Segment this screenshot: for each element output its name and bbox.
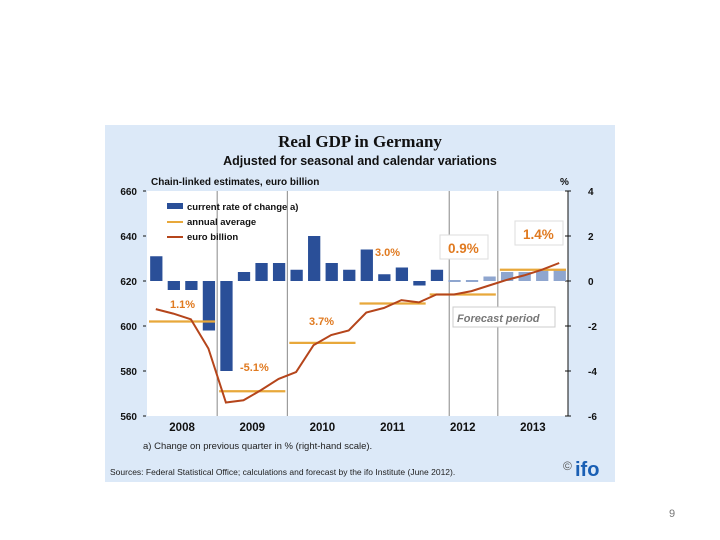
bar-2010Q1 [290,269,303,281]
legend: current rate of change a) annual average… [167,202,298,243]
bar-2010Q3 [325,263,338,281]
bar-2013Q1 [500,272,514,281]
annotation-2008: 1.1% [170,299,195,311]
right-tick-label: 0 [588,277,594,288]
left-tick-label: 660 [120,187,137,198]
legend-label-rate: current rate of change a) [187,202,298,213]
bar-2013Q3 [536,269,549,281]
legend-label-gdp: euro billion [187,232,238,243]
bar-2008Q1 [150,256,163,281]
left-axis-label: Chain-linked estimates, euro billion [151,177,319,188]
bar-2009Q2 [237,272,251,281]
forecast-label-box [452,306,556,328]
legend-swatch-bar [167,203,183,209]
annotation-2010: 3.7% [309,316,334,328]
annotation-2011: 3.0% [375,247,400,259]
bar-2010Q2 [308,236,321,281]
annotation-box-2012 [439,234,489,260]
chart-panel: Real GDP in Germany Adjusted for seasona… [105,125,615,482]
left-tick-label: 580 [120,367,137,378]
right-tick-label: -4 [588,367,597,378]
left-tick-label: 560 [120,412,137,423]
bar-2009Q3 [255,263,268,281]
bar-2011Q1 [360,249,373,281]
page-number: 9 [669,508,676,520]
right-tick-label: -6 [588,412,597,423]
forecast-label: Forecast period [457,313,540,325]
year-label-2011: 2011 [380,422,406,434]
year-label-2013: 2013 [520,422,546,434]
year-label-2012: 2012 [450,422,476,434]
right-tick-label: 2 [588,232,594,243]
gdp-line [155,262,560,404]
bar-2011Q3 [395,267,409,281]
bar-2009Q1 [220,281,233,371]
year-label-2008: 2008 [169,422,195,434]
chart-title: Real GDP in Germany [278,132,442,151]
bar-2008Q3 [185,281,198,290]
bar-2010Q4 [343,269,356,281]
bar-2012Q3 [465,280,479,282]
copyright-symbol: © [563,459,572,473]
annotation-2013: 1.4% [523,227,554,242]
annotation-2012: 0.9% [448,241,479,256]
bar-2012Q2 [448,280,461,282]
chart-subtitle: Adjusted for seasonal and calendar varia… [223,154,497,168]
gdp-chart: Real GDP in Germany Adjusted for seasona… [110,132,599,481]
source-text: Sources: Federal Statistical Office; cal… [110,467,455,477]
left-tick-label: 600 [120,322,137,333]
right-tick-label: -2 [588,322,597,333]
bar-2011Q2 [378,274,391,281]
bar-2012Q4 [483,276,496,281]
annotation-box-2013 [514,220,564,246]
bar-2013Q4 [553,269,566,281]
right-tick-label: 4 [588,187,594,198]
left-tick-label: 620 [120,277,137,288]
year-label-2010: 2010 [310,422,336,434]
right-axis-label: % [560,177,569,188]
bar-2013Q2 [518,272,531,281]
legend-label-avg: annual average [187,217,256,228]
bar-2011Q4 [413,281,426,286]
annotation-2009: -5.1% [240,362,269,374]
footnote: a) Change on previous quarter in % (righ… [143,441,372,452]
bar-2009Q4 [272,263,286,281]
bar-2008Q2 [167,281,180,290]
bar-2012Q1 [430,269,444,281]
left-tick-label: 640 [120,232,137,243]
year-label-2009: 2009 [239,422,265,434]
bar-2008Q4 [202,281,216,331]
ifo-logo: ifo [575,459,599,481]
